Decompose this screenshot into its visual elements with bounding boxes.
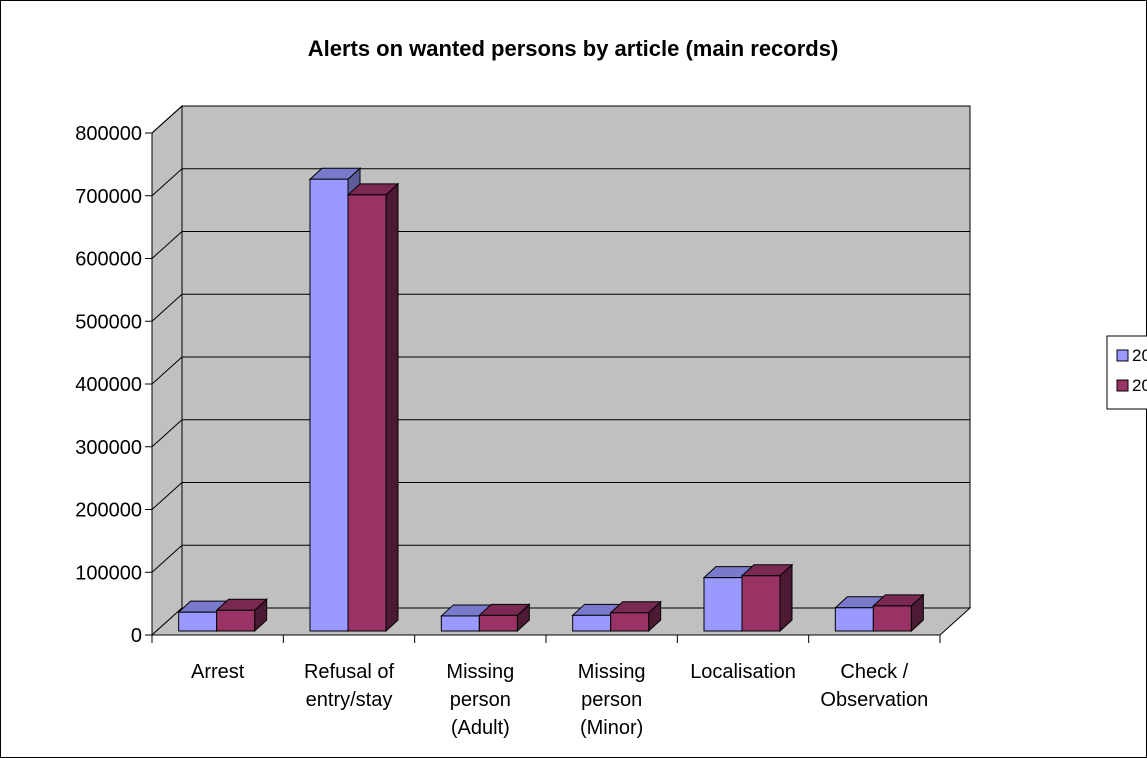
bar-2011 — [346, 182, 400, 633]
category-labels: Arrest Refusal of entry/stay Missing person (… — [191, 661, 928, 739]
legend-box — [1106, 335, 1147, 410]
bar-front — [741, 575, 781, 632]
legend-swatch — [1116, 379, 1129, 392]
bar-front — [610, 612, 650, 632]
category-label-line: Missing — [578, 661, 646, 683]
bars — [177, 167, 925, 633]
category-label-line: (Minor) — [580, 717, 643, 739]
gridline — [151, 419, 970, 448]
gridline — [151, 482, 970, 510]
category-label-line: Localisation — [690, 661, 796, 683]
y-tick-label: 500000 — [75, 311, 142, 333]
category-label: Refusal of entry/stay — [304, 661, 394, 711]
y-tick-label: 700000 — [75, 186, 142, 208]
gridlines — [151, 105, 970, 573]
gridline — [151, 356, 970, 385]
category-label-line: Missing — [446, 661, 514, 683]
category-label-line: Observation — [820, 689, 928, 711]
y-tick-label: 400000 — [75, 374, 142, 396]
gridline — [151, 168, 970, 197]
bar-front — [834, 607, 874, 632]
y-tick-label: 600000 — [75, 249, 142, 271]
chart-title: Alerts on wanted persons by article (mai… — [308, 36, 839, 61]
category-label-line: person — [450, 689, 511, 711]
y-tick-label: 300000 — [75, 437, 142, 459]
bar-front — [216, 609, 256, 632]
bar-2011 — [872, 593, 925, 633]
category-label-line: entry/stay — [306, 689, 393, 711]
legend-label: 2010 — [1132, 346, 1147, 365]
category-label: Arrest — [191, 661, 245, 683]
gridline — [151, 105, 970, 134]
bar-front — [178, 611, 218, 632]
legend-swatch — [1116, 349, 1129, 362]
bar-front — [703, 577, 743, 632]
category-label-line: Arrest — [191, 661, 245, 683]
y-tick-label: 200000 — [75, 500, 142, 522]
bar-front — [872, 605, 912, 632]
y-tick-label: 800000 — [75, 123, 142, 145]
bar-side — [385, 182, 399, 633]
bar-front — [309, 178, 349, 632]
category-label: Check / Observation — [820, 661, 928, 711]
gridline — [151, 231, 970, 259]
y-tick-label: 100000 — [75, 562, 142, 584]
legend-label: 2011 — [1132, 376, 1147, 395]
bar-front — [478, 614, 518, 632]
gridline — [151, 544, 970, 573]
category-label-line: Check / — [840, 661, 908, 683]
chart-walls — [150, 104, 972, 637]
bar-front — [347, 194, 387, 632]
bar-front — [572, 614, 612, 632]
bar-2011 — [215, 598, 268, 633]
legend: 2010 2011 — [1106, 335, 1147, 410]
bar-2011 — [740, 563, 794, 633]
category-label-line: Refusal of — [304, 661, 394, 683]
bar-2011 — [609, 600, 662, 633]
gridline — [151, 293, 970, 322]
category-label: Localisation — [690, 661, 796, 683]
y-axis: 0 100000 200000 300000 400000 500000 600000 700… — [75, 123, 153, 647]
x-axis — [151, 634, 941, 643]
y-tick-label: 0 — [131, 625, 142, 647]
bar-2011 — [478, 603, 531, 633]
category-label-line: person — [581, 689, 642, 711]
category-label: Missing person (Minor) — [578, 661, 646, 739]
category-label: Missing person (Adult) — [446, 661, 514, 739]
category-label-line: (Adult) — [451, 717, 510, 739]
bar-front — [440, 615, 480, 632]
